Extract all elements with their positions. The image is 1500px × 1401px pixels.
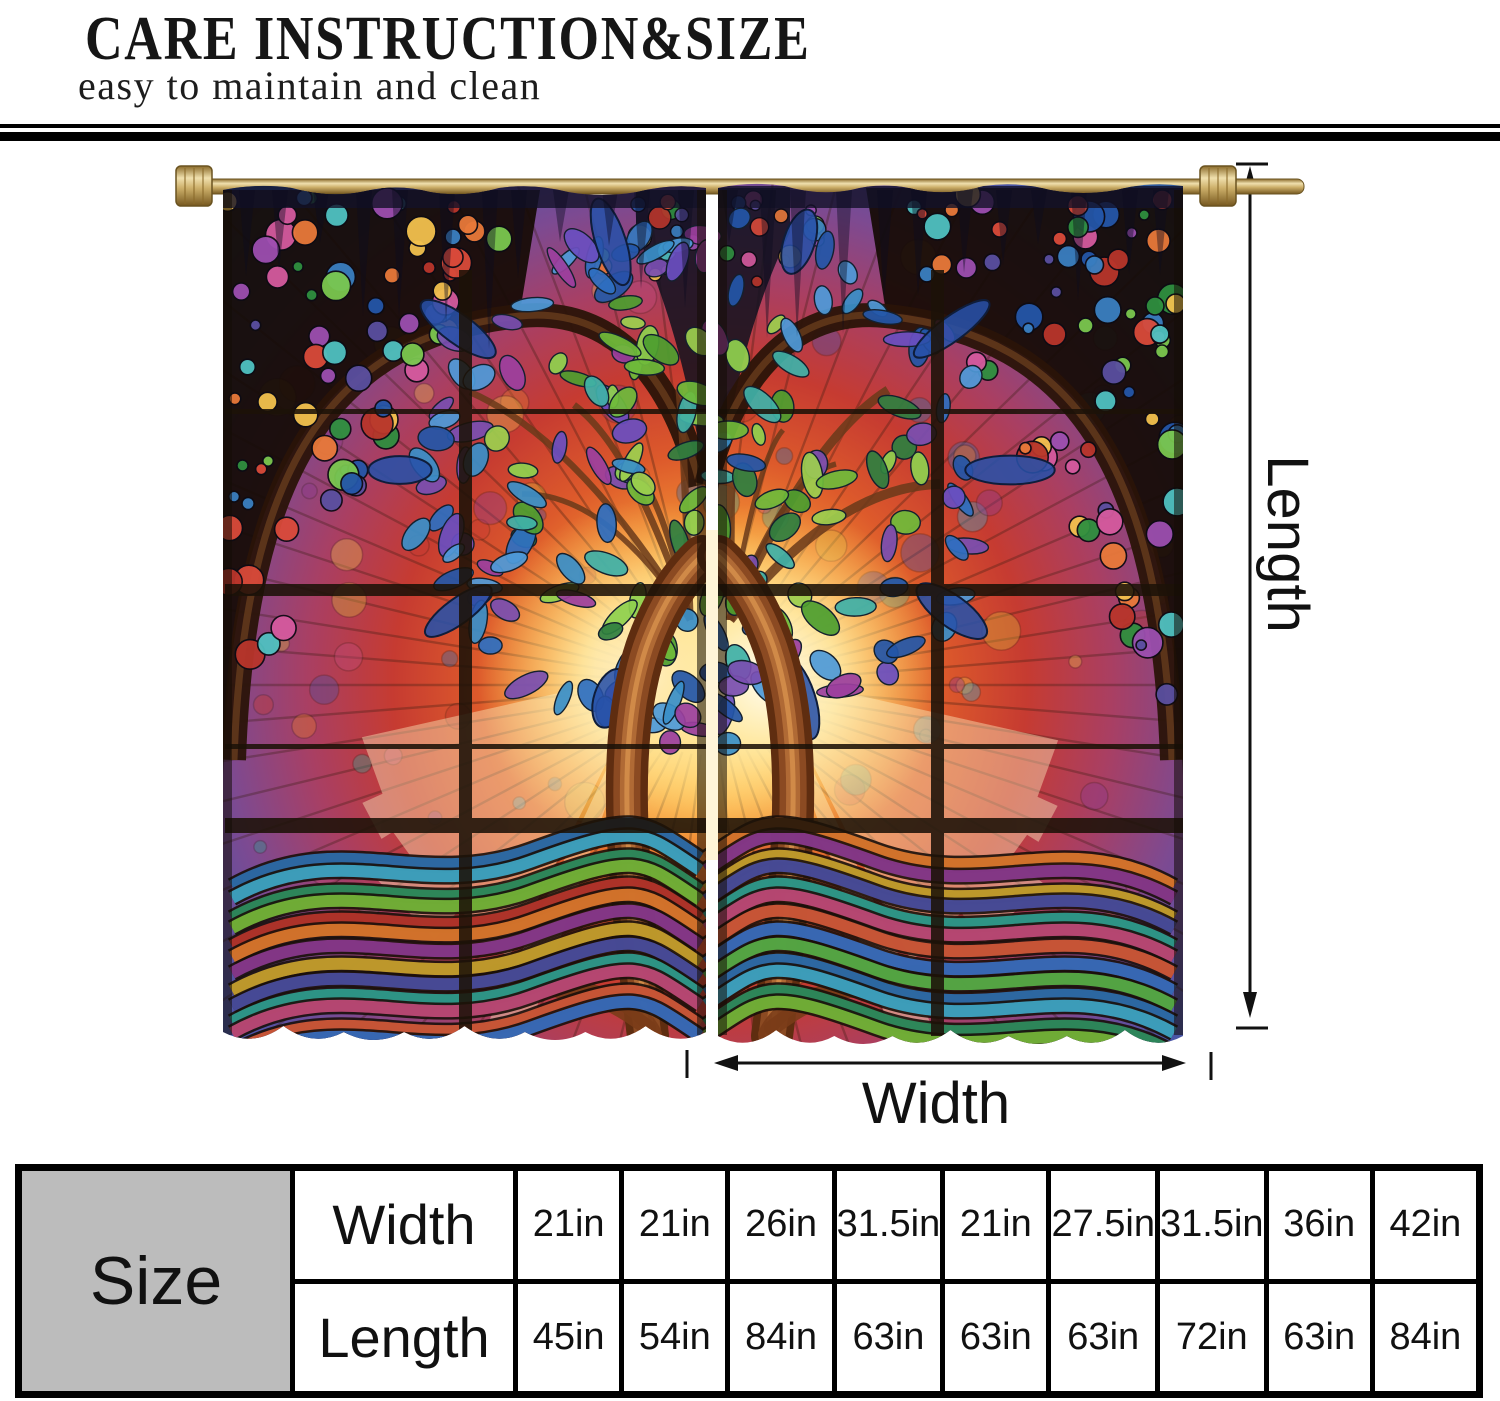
page-subtitle: easy to maintain and clean	[78, 63, 542, 108]
width-arrowhead-left	[714, 1055, 738, 1071]
divider-rule-thick	[0, 132, 1500, 141]
length-value: 54in	[624, 1283, 726, 1391]
width-value: 26in	[730, 1171, 832, 1279]
length-value: 84in	[730, 1283, 832, 1391]
length-label: Length	[1255, 455, 1321, 633]
width-value: 42in	[1374, 1171, 1476, 1279]
width-value: 21in	[945, 1171, 1047, 1279]
width-arrow	[685, 1050, 1213, 1080]
length-value: 63in	[836, 1283, 941, 1391]
width-value: 21in	[624, 1171, 726, 1279]
width-value: 27.5in	[1051, 1171, 1155, 1279]
width-row-header: Width	[295, 1171, 513, 1279]
width-label: Width	[861, 1070, 1011, 1136]
length-value: 84in	[1374, 1283, 1476, 1391]
length-row-header: Length	[295, 1283, 513, 1391]
width-value: 21in	[518, 1171, 620, 1279]
length-value: 63in	[1268, 1283, 1370, 1391]
divider-rule-thin	[0, 124, 1500, 128]
length-value: 63in	[945, 1283, 1047, 1391]
length-value: 63in	[1051, 1283, 1155, 1391]
curtain-figure	[175, 162, 1305, 1080]
size-table-corner: Size	[22, 1171, 290, 1391]
width-value: 31.5in	[836, 1171, 941, 1279]
length-value: 45in	[518, 1283, 620, 1391]
width-value: 31.5in	[1160, 1171, 1264, 1279]
width-arrowhead-right	[1162, 1055, 1186, 1071]
length-value: 72in	[1160, 1283, 1264, 1391]
length-arrowhead-down	[1243, 992, 1257, 1018]
size-table: Size Width 21in 21in 26in 31.5in 21in 27…	[15, 1164, 1483, 1398]
width-value: 36in	[1268, 1171, 1370, 1279]
page-title: CARE INSTRUCTION&SIZE	[85, 5, 811, 73]
